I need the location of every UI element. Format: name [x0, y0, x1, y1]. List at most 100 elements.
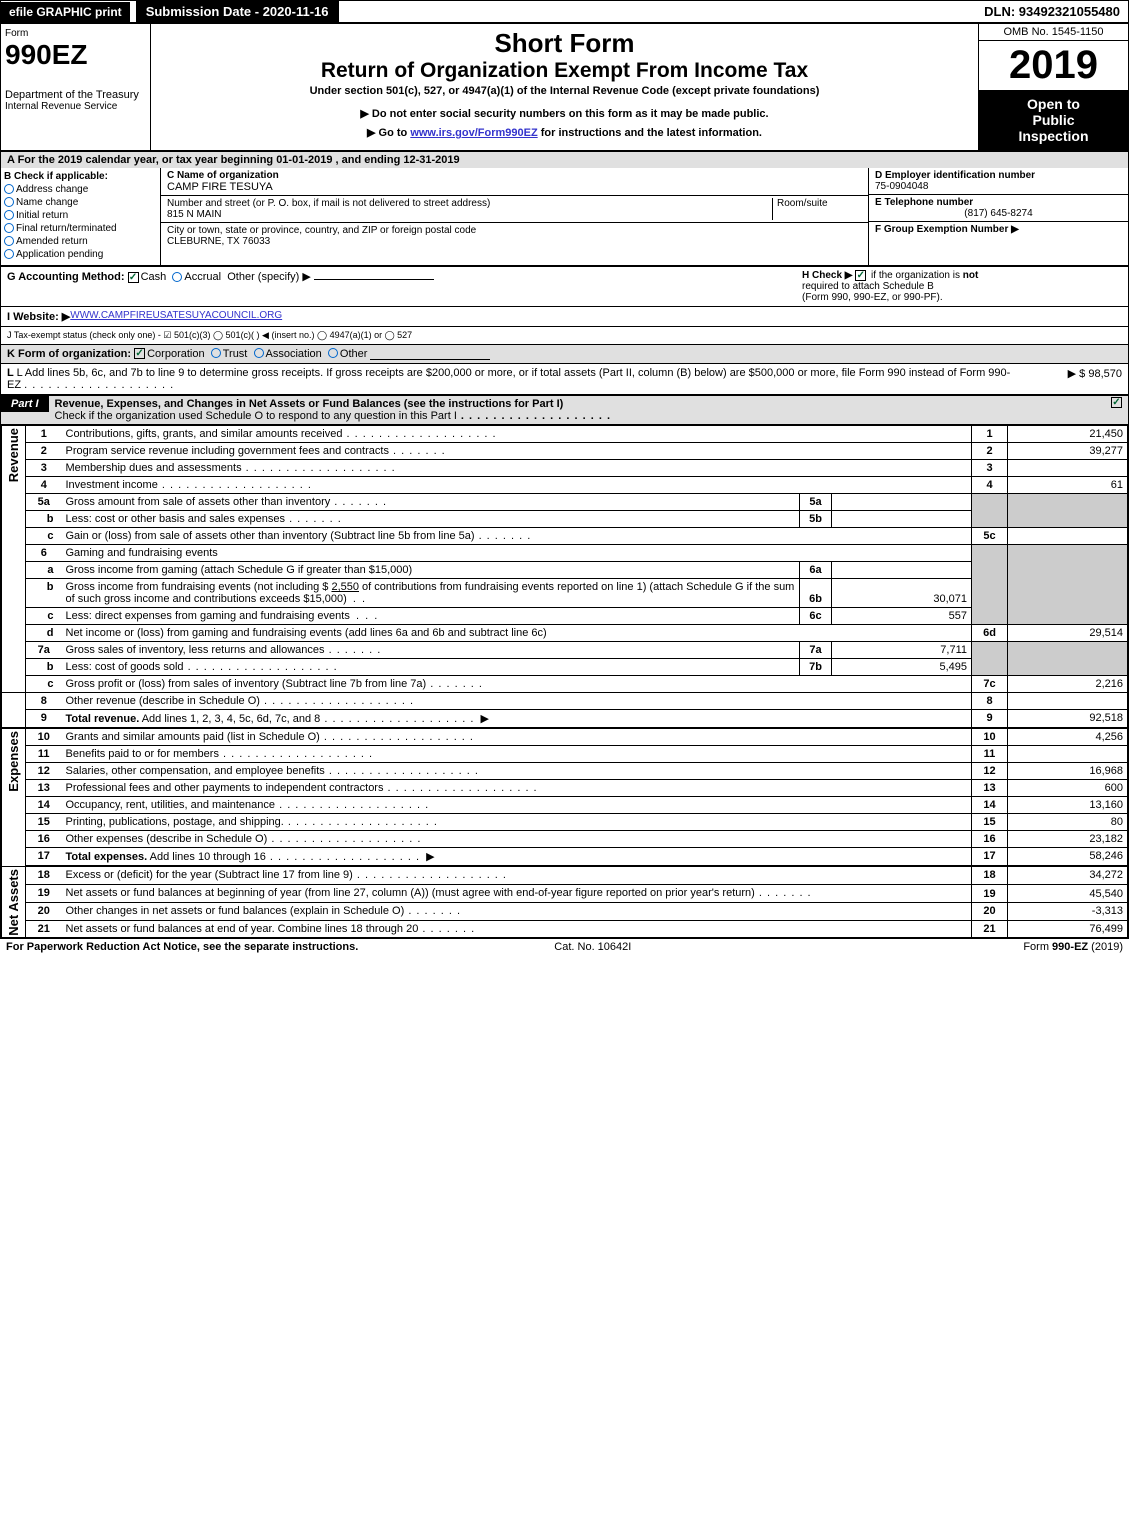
header-center: Short Form Return of Organization Exempt… [151, 24, 978, 150]
d-e-f-section: D Employer identification number 75-0904… [868, 168, 1128, 265]
org-name-value: CAMP FIRE TESUYA [167, 181, 273, 193]
dept-label: Department of the Treasury [5, 89, 146, 101]
h-text1: if the organization is [871, 270, 963, 281]
table-row: 16 Other expenses (describe in Schedule … [2, 831, 1128, 848]
h-text3: (Form 990, 990-EZ, or 990-PF). [802, 292, 943, 303]
form-container: efile GRAPHIC print Submission Date - 20… [0, 0, 1129, 939]
dots-icon [24, 379, 174, 391]
i-website-row: I Website: ▶ WWW.CAMPFIREUSATESUYACOUNCI… [1, 306, 1128, 327]
b-amended-return: Amended return [4, 236, 157, 247]
table-row: 20 Other changes in net assets or fund b… [2, 902, 1128, 920]
circle-icon[interactable] [4, 236, 14, 246]
inspection-label: Open to Public Inspection [979, 90, 1128, 150]
b-initial-return: Initial return [4, 210, 157, 221]
l-amount: ▶ $ 98,570 [1022, 367, 1122, 391]
e-phone-row: E Telephone number (817) 645-8274 [869, 195, 1128, 222]
c-section: C Name of organization CAMP FIRE TESUYA … [161, 168, 868, 265]
table-row: b Gross income from fundraising events (… [2, 579, 1128, 608]
table-row: Expenses 10 Grants and similar amounts p… [2, 728, 1128, 746]
b-name-change: Name change [4, 197, 157, 208]
f-label: F Group Exemption Number ▶ [875, 224, 1019, 235]
expenses-side-label: Expenses [6, 731, 21, 792]
other-specify-fill [314, 279, 434, 280]
goto-prefix: ▶ Go to [367, 127, 410, 139]
ssn-notice: ▶ Do not enter social security numbers o… [155, 107, 974, 120]
goto-suffix: for instructions and the latest informat… [538, 127, 762, 139]
form-label: Form [5, 28, 146, 39]
table-row: Revenue 1 Contributions, gifts, grants, … [2, 426, 1128, 443]
table-row: 4 Investment income 4 61 [2, 477, 1128, 494]
part1-header: Part I Revenue, Expenses, and Changes in… [1, 396, 1128, 425]
g-h-row: G Accounting Method: Cash Accrual Other … [1, 267, 1128, 306]
website-link[interactable]: WWW.CAMPFIREUSATESUYACOUNCIL.ORG [70, 310, 282, 323]
d-label: D Employer identification number [875, 170, 1035, 181]
circle-icon[interactable] [328, 348, 338, 358]
irs-label: Internal Revenue Service [5, 101, 146, 112]
b-application-pending: Application pending [4, 249, 157, 260]
efile-label: efile GRAPHIC print [1, 2, 130, 22]
table-row: 14 Occupancy, rent, utilities, and maint… [2, 797, 1128, 814]
checkbox-icon[interactable] [855, 270, 866, 281]
dots-icon [457, 410, 611, 422]
h-label: H Check ▶ [802, 270, 852, 281]
room-suite-label: Room/suite [772, 198, 862, 220]
short-form-title: Short Form [155, 28, 974, 59]
table-row: d Net income or (loss) from gaming and f… [2, 625, 1128, 642]
part1-label: Part I [1, 396, 49, 412]
table-row: 21 Net assets or fund balances at end of… [2, 920, 1128, 938]
checkbox-icon[interactable] [128, 272, 139, 283]
b-address-change: Address change [4, 184, 157, 195]
table-row: 9 Total revenue. Total revenue. Add line… [2, 710, 1128, 729]
checkbox-icon[interactable] [134, 348, 145, 359]
checkbox-icon[interactable] [1111, 397, 1122, 408]
under-section-text: Under section 501(c), 527, or 4947(a)(1)… [155, 85, 974, 97]
other-org-fill [370, 348, 490, 360]
table-row: 6 Gaming and fundraising events [2, 545, 1128, 562]
table-row: 19 Net assets or fund balances at beginn… [2, 884, 1128, 902]
h-text2: required to attach Schedule B [802, 281, 934, 292]
top-bar: efile GRAPHIC print Submission Date - 20… [1, 1, 1128, 24]
b-label: B Check if applicable: [4, 171, 157, 182]
table-row: 11 Benefits paid to or for members 11 [2, 746, 1128, 763]
form-title: Return of Organization Exempt From Incom… [155, 59, 974, 83]
a-tax-year-row: A For the 2019 calendar year, or tax yea… [1, 152, 1128, 168]
inspection-line3: Inspection [983, 128, 1124, 144]
goto-link[interactable]: www.irs.gov/Form990EZ [410, 127, 537, 139]
part1-title: Revenue, Expenses, and Changes in Net As… [49, 396, 1111, 424]
circle-icon[interactable] [172, 272, 182, 282]
dln-label: DLN: 93492321055480 [976, 1, 1128, 22]
table-row: Net Assets 18 Excess or (deficit) for th… [2, 866, 1128, 884]
paperwork-notice: For Paperwork Reduction Act Notice, see … [6, 941, 358, 953]
g-label: G Accounting Method: [7, 271, 125, 283]
omb-number: OMB No. 1545-1150 [979, 24, 1128, 41]
k-label: K Form of organization: [7, 348, 131, 360]
d-ein-row: D Employer identification number 75-0904… [869, 168, 1128, 195]
phone-value: (817) 645-8274 [875, 208, 1122, 219]
header-left: Form 990EZ Department of the Treasury In… [1, 24, 151, 150]
circle-icon[interactable] [254, 348, 264, 358]
city-value: CLEBURNE, TX 76033 [167, 236, 270, 247]
circle-icon[interactable] [211, 348, 221, 358]
revenue-table: Revenue 1 Contributions, gifts, grants, … [1, 425, 1128, 938]
circle-icon[interactable] [4, 223, 14, 233]
netassets-side-label: Net Assets [6, 869, 21, 936]
f-group-row: F Group Exemption Number ▶ [869, 222, 1128, 237]
table-row: 15 Printing, publications, postage, and … [2, 814, 1128, 831]
table-row: 12 Salaries, other compensation, and emp… [2, 763, 1128, 780]
circle-icon[interactable] [4, 210, 14, 220]
table-row: 17 Total expenses. Add lines 10 through … [2, 848, 1128, 867]
table-row: b Less: cost of goods sold 7b 5,495 [2, 659, 1128, 676]
table-row: 13 Professional fees and other payments … [2, 780, 1128, 797]
circle-icon[interactable] [4, 197, 14, 207]
h-not: not [963, 270, 979, 281]
city-label: City or town, state or province, country… [167, 225, 476, 236]
form-number: 990EZ [5, 39, 146, 71]
circle-icon[interactable] [4, 184, 14, 194]
table-row: 5a Gross amount from sale of assets othe… [2, 494, 1128, 511]
i-label: I Website: ▶ [7, 310, 70, 323]
g-accounting-method: G Accounting Method: Cash Accrual Other … [7, 270, 802, 303]
inspection-line1: Open to [983, 96, 1124, 112]
info-block: B Check if applicable: Address change Na… [1, 168, 1128, 267]
circle-icon[interactable] [4, 249, 14, 259]
table-row: b Less: cost or other basis and sales ex… [2, 511, 1128, 528]
